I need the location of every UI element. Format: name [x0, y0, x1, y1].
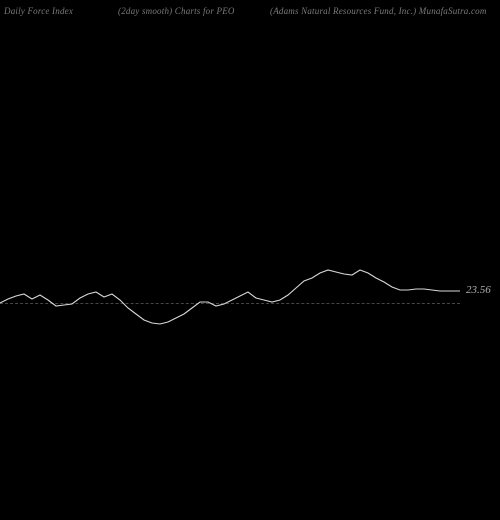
header-segment-3: (Adams Natural Resources Fund, Inc.) Mun… [270, 6, 487, 16]
current-value-label: 23.56 [466, 284, 491, 296]
force-index-line [0, 20, 500, 520]
header-segment-2: (2day smooth) Charts for PEO [118, 6, 235, 16]
chart-area: 23.56 [0, 20, 500, 500]
chart-header: Daily Force Index (2day smooth) Charts f… [0, 6, 500, 20]
header-segment-1: Daily Force Index [4, 6, 73, 16]
series-polyline [0, 270, 460, 324]
